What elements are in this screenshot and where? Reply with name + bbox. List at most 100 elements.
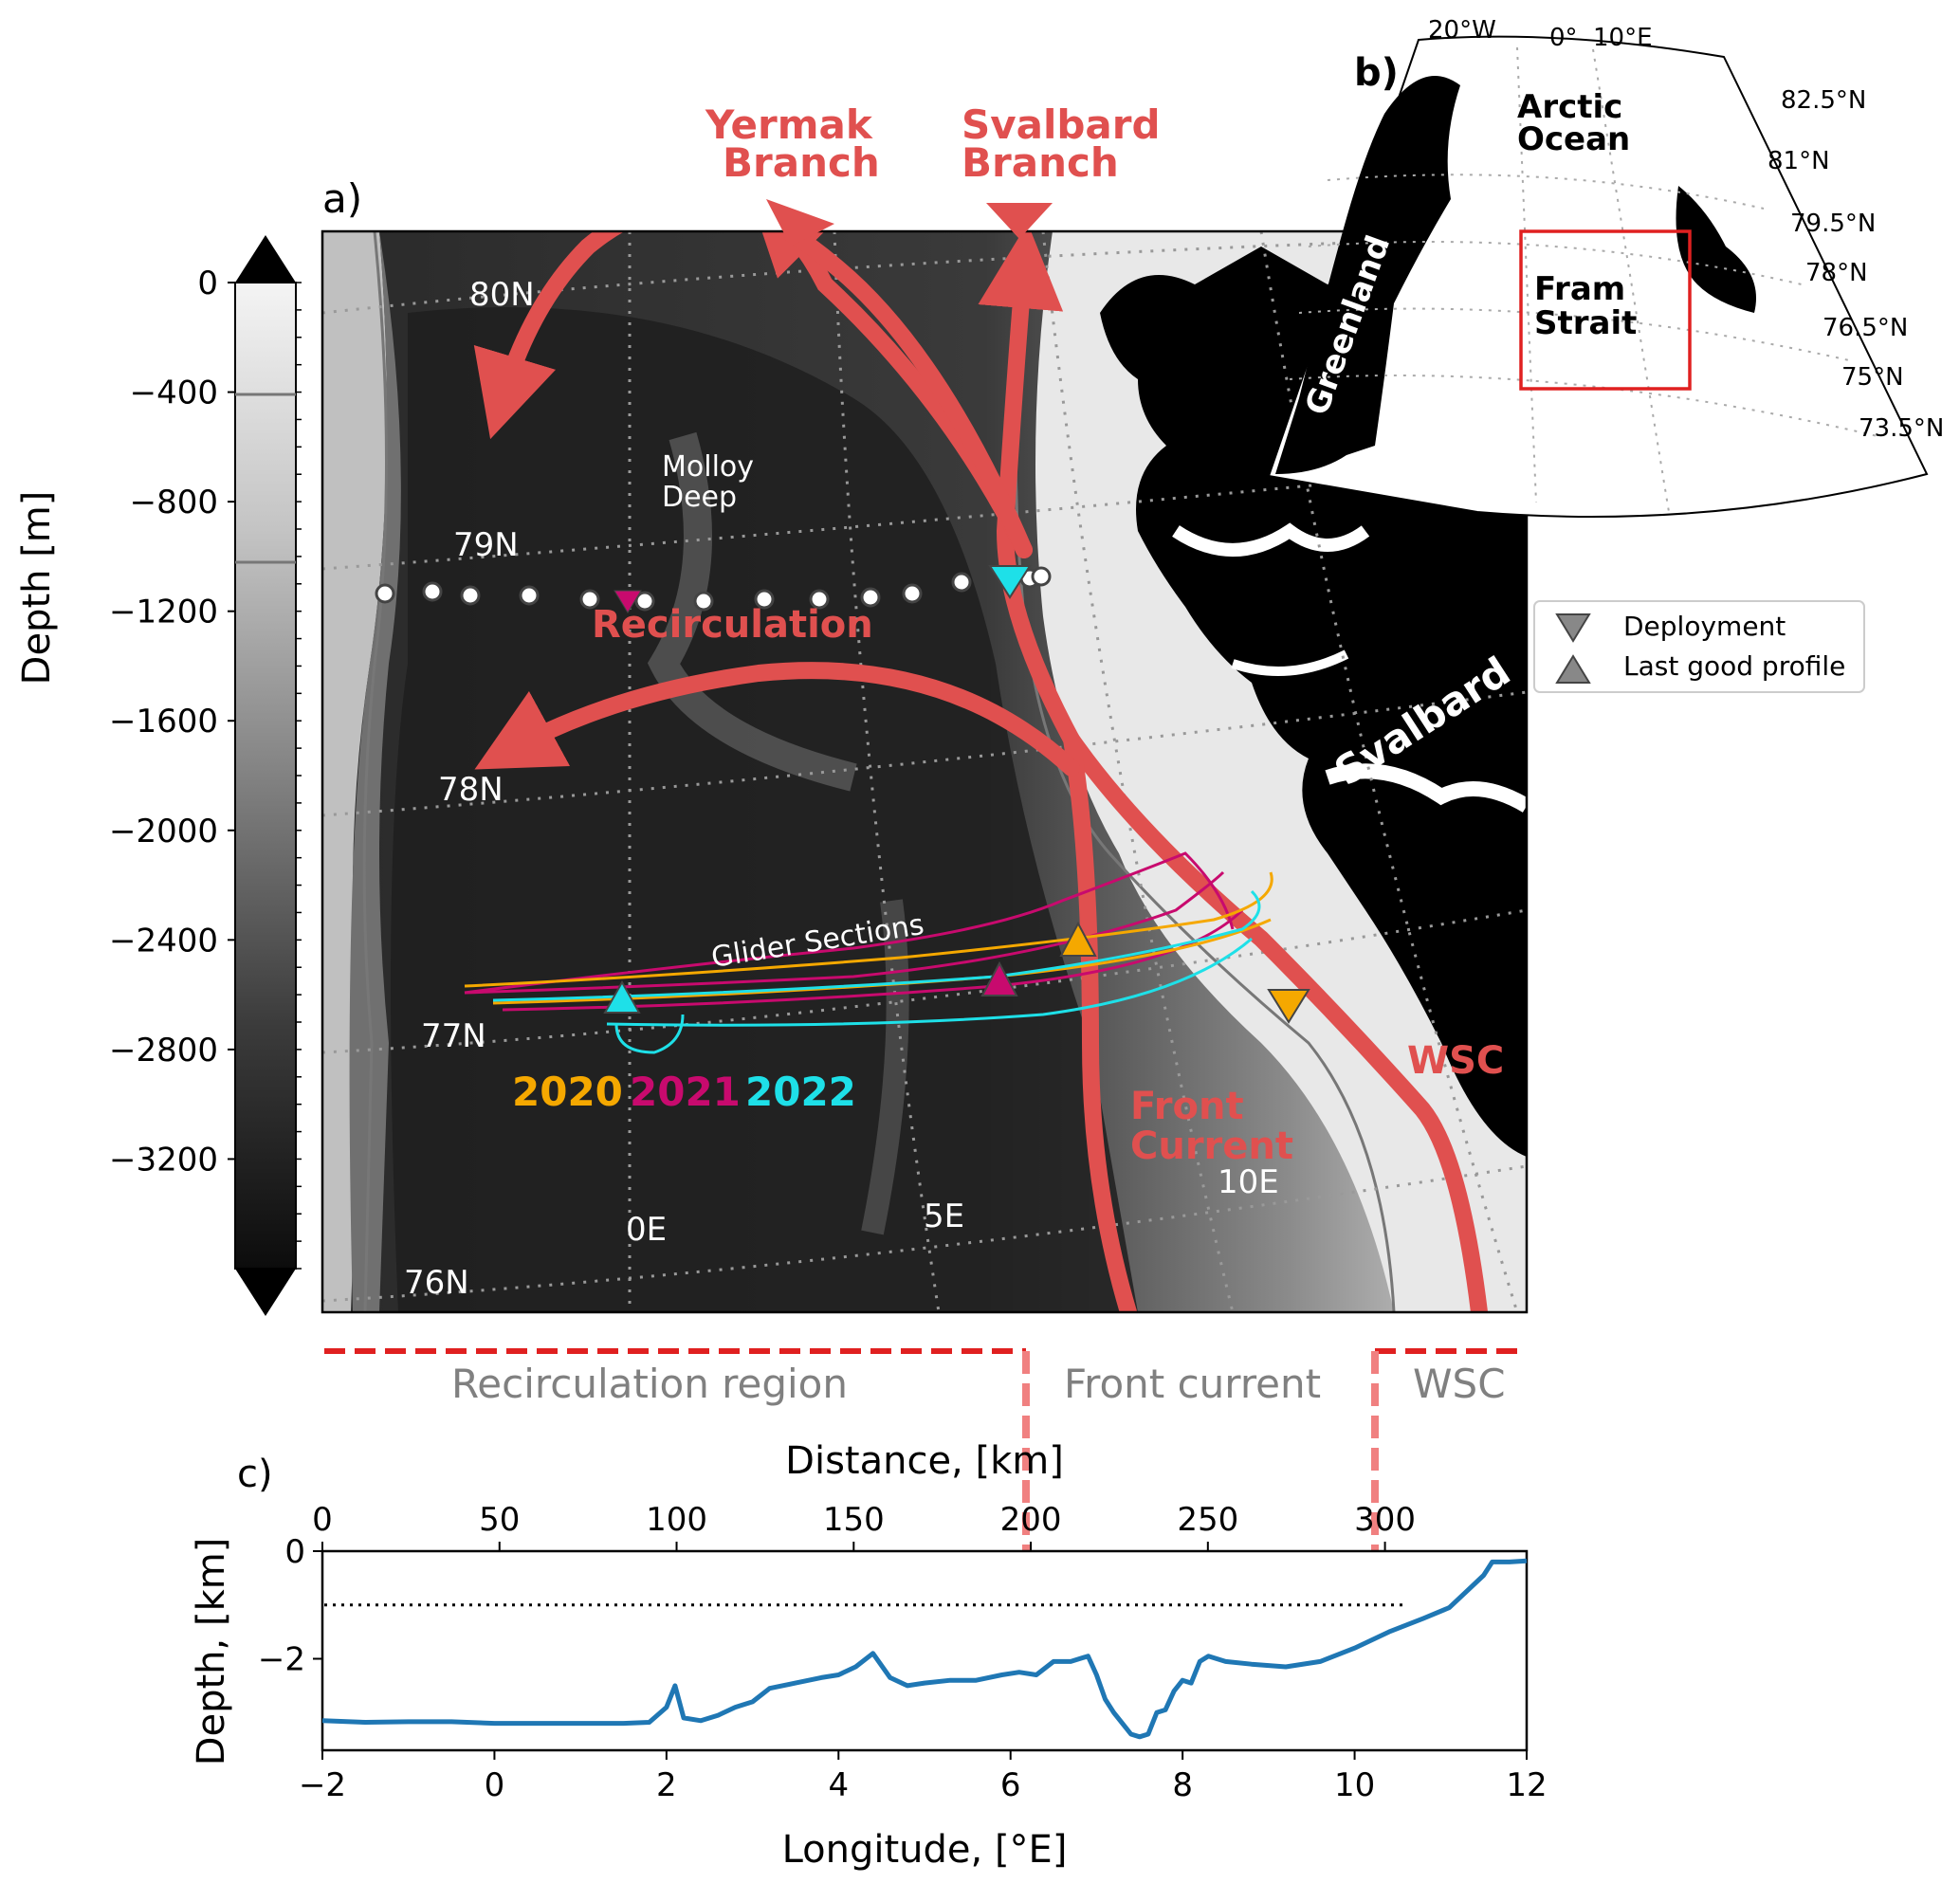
colorbar-tick-label: −1200 xyxy=(109,594,218,631)
track-2021b xyxy=(464,870,1225,995)
deploy-2021-marker xyxy=(614,590,642,613)
region-recirculation-label: Recirculation region xyxy=(451,1361,848,1407)
track-2022-loop xyxy=(614,1014,685,1054)
wsc-label: WSC xyxy=(1407,1039,1504,1083)
chart-ylabel: Depth, [km] xyxy=(190,1538,233,1766)
yermak-arrowhead xyxy=(766,199,834,247)
region-brackets: Recirculation region Front current WSC xyxy=(324,1348,1527,1551)
ocean-currents xyxy=(473,231,1488,1312)
svalbard-arrowhead xyxy=(986,203,1053,239)
lon-label-5e: 5E xyxy=(924,1197,964,1235)
fram-strait-label-2: Strait xyxy=(1534,304,1637,342)
inset-lat-75: 75°N xyxy=(1841,363,1904,392)
x-tick-label: 10 xyxy=(1334,1766,1375,1804)
year-2020-label: 2020 xyxy=(512,1069,623,1115)
panel-label-c: c) xyxy=(237,1453,273,1496)
front-current-label-1: Front xyxy=(1130,1085,1244,1128)
y-tick-labels: 0 −2 xyxy=(258,1533,322,1679)
top-tick-label: 50 xyxy=(479,1501,520,1539)
track-2020 xyxy=(464,871,1273,988)
panel-b-inset: Arctic Ocean Fram Strait Greenland 20°W … xyxy=(1267,16,1944,518)
colorbar-label: Depth [m] xyxy=(15,491,59,686)
inset-lon-20w: 20°W xyxy=(1428,16,1496,45)
colorbar-gradient xyxy=(234,282,297,1270)
legend-box xyxy=(1533,600,1865,693)
panel-label-a: a) xyxy=(322,175,362,222)
last-2021-marker xyxy=(980,960,1018,996)
recirc-north xyxy=(473,231,1033,558)
front-current-label-2: Current xyxy=(1130,1124,1293,1168)
top-tick-label: 150 xyxy=(823,1501,885,1539)
inset-lat-81: 81°N xyxy=(1768,147,1830,175)
region-front-label: Front current xyxy=(1064,1361,1321,1407)
colorbar: 0−400−800−1200−1600−2000−2400−2800−3200 … xyxy=(15,235,302,1316)
recirculation-label: Recirculation xyxy=(592,603,873,647)
west-slope xyxy=(349,231,401,1312)
wsc-current xyxy=(978,231,1488,1312)
colorbar-tick-label: −3200 xyxy=(109,1141,218,1179)
top-tick-label: 100 xyxy=(646,1501,707,1539)
x-tick-label: 2 xyxy=(656,1766,677,1804)
glider-tracks xyxy=(464,851,1273,1054)
top-tick-label: 250 xyxy=(1177,1501,1238,1539)
deep-basin xyxy=(391,307,1138,1312)
lat-label-79n: 79N xyxy=(453,526,519,564)
colorbar-tick-label: −1600 xyxy=(109,703,218,740)
x-tick-label: 4 xyxy=(828,1766,849,1804)
track-2021 xyxy=(464,851,1235,995)
lat-label-78n: 78N xyxy=(438,771,504,809)
inset-lat-735: 73.5°N xyxy=(1859,414,1944,443)
lat-label-76n: 76N xyxy=(404,1264,469,1302)
colorbar-tick-label: −2000 xyxy=(109,813,218,850)
lat-label-80n: 80N xyxy=(469,276,535,314)
ridge-streak-2 xyxy=(861,899,909,1235)
x-tick-label: −2 xyxy=(299,1766,346,1804)
molloy-deep-label-1: Molloy xyxy=(662,450,754,484)
deploy-2020-marker xyxy=(1267,989,1310,1024)
panel-label-b: b) xyxy=(1354,51,1399,95)
top-tick-label: 300 xyxy=(1354,1501,1416,1539)
panel-a-map: 80N 79N 78N 77N 76N 0E 5E 10E Molloy Dee… xyxy=(321,229,1529,1314)
graticule xyxy=(322,231,1527,1312)
legend: Deployment Last good profile xyxy=(1533,600,1865,693)
recirc-south xyxy=(474,662,1080,777)
last-2020-marker xyxy=(1059,921,1097,957)
deploy-2022-marker xyxy=(988,565,1032,599)
inset-lat-825: 82.5°N xyxy=(1781,86,1866,115)
x-tick-label: 0 xyxy=(485,1766,505,1804)
chart-top-xlabel: Distance, [km] xyxy=(785,1439,1064,1483)
track-2022b xyxy=(606,937,1253,1027)
molloy-deep-label-2: Deep xyxy=(662,481,737,514)
arctic-ocean-label-1: Arctic xyxy=(1517,88,1622,126)
inset-lat-795: 79.5°N xyxy=(1790,210,1876,238)
panel-a-frame xyxy=(321,229,1529,1314)
top-tick-label: 200 xyxy=(1000,1501,1062,1539)
mooring-dots xyxy=(375,566,1052,612)
colorbar-tick-label: 0 xyxy=(197,265,218,302)
svalbard-fjord-3 xyxy=(1231,649,1349,676)
legend-last-good-label: Last good profile xyxy=(1623,650,1845,682)
chart-xlabel: Longitude, [°E] xyxy=(782,1828,1068,1872)
inset-lat-765: 76.5°N xyxy=(1823,314,1908,342)
x-tick-label: 6 xyxy=(1000,1766,1021,1804)
top-tick-label: 0 xyxy=(312,1501,333,1539)
x-tick-label: 8 xyxy=(1172,1766,1193,1804)
lon-label-10e: 10E xyxy=(1218,1163,1279,1201)
inset-lon-0: 0° xyxy=(1549,24,1578,52)
chart-frame xyxy=(321,1549,1529,1752)
x-tick-labels: −2 0 2 4 6 8 10 12 xyxy=(299,1750,1548,1804)
legend-last-good-marker xyxy=(1555,654,1591,684)
year-2021-label: 2021 xyxy=(630,1069,741,1115)
x-tick-label: 12 xyxy=(1506,1766,1547,1804)
last-2022-marker xyxy=(603,979,641,1014)
lon-label-0e: 0E xyxy=(626,1211,667,1249)
inset-lon-10e: 10°E xyxy=(1593,24,1653,52)
colorbar-tick-label: −400 xyxy=(130,375,218,412)
arctic-ocean-label-2: Ocean xyxy=(1517,120,1630,158)
east-greenland-shelf xyxy=(322,231,387,1312)
front-current xyxy=(1063,731,1137,1312)
y-tick-label: −2 xyxy=(258,1641,305,1679)
colorbar-bottom-extension xyxy=(235,1269,296,1316)
top-tick-labels: 0 50 100 150 200 250 300 xyxy=(312,1501,1416,1551)
